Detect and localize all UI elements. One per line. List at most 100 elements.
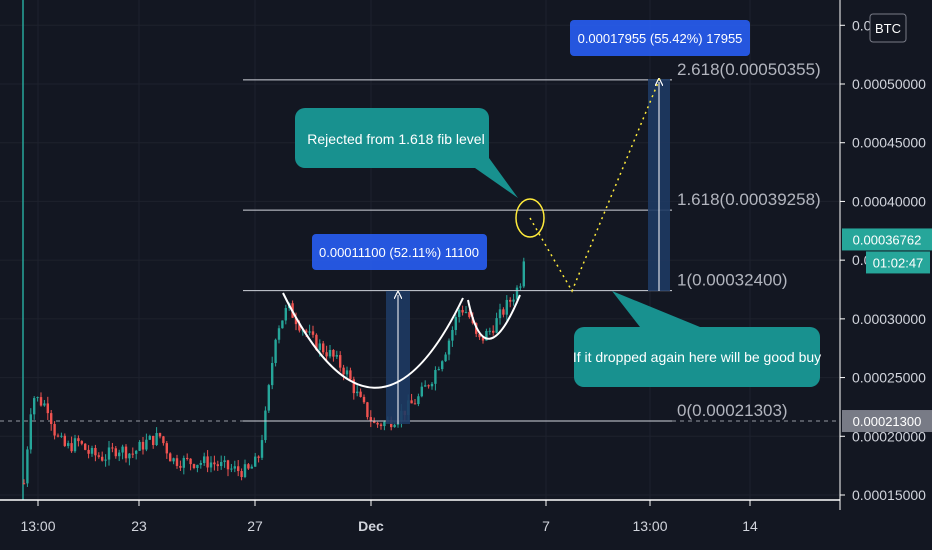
price-tick-label: 0.00015000 — [852, 487, 926, 503]
candle-body — [454, 317, 457, 330]
candle-body — [135, 450, 138, 454]
candle-body — [118, 452, 121, 457]
baseline-price-text: 0.00021300 — [853, 414, 922, 429]
candle-body — [325, 352, 328, 357]
candle-body — [481, 337, 485, 341]
candle-body — [284, 308, 287, 321]
candle-body — [216, 464, 219, 467]
candle-body — [63, 435, 66, 446]
candle-body — [352, 379, 355, 394]
candle-body — [189, 458, 192, 465]
candle-body — [461, 309, 464, 313]
candle-body — [230, 468, 233, 470]
currency-badge[interactable] — [869, 13, 907, 43]
candle-body — [148, 435, 151, 440]
candle-body — [345, 370, 349, 375]
candle-body — [80, 441, 83, 444]
candle-body — [254, 456, 257, 467]
candle-body — [33, 398, 36, 415]
candle-body — [509, 299, 512, 302]
candle-body — [492, 330, 495, 333]
candle-body — [223, 460, 226, 463]
candle-body — [512, 299, 515, 302]
candle-body — [264, 410, 267, 441]
candle-body — [155, 433, 158, 446]
candle-body — [56, 435, 60, 437]
candle-body — [199, 462, 202, 465]
baseline-price-tag — [842, 410, 932, 433]
candle-body — [29, 414, 32, 450]
candle-body — [410, 400, 413, 404]
measure-label-right-text: 0.00017955 (55.42%) 17955 — [578, 31, 743, 46]
fib-level-label: 0(0.00021303) — [677, 401, 788, 420]
candle-body — [203, 456, 206, 463]
candle-body — [515, 287, 519, 300]
candle-body — [335, 355, 338, 357]
candle-body — [226, 460, 230, 470]
candle-body — [274, 339, 277, 364]
current-price-text: 0.00036762 — [853, 232, 922, 247]
callout-buy-zone-text: If it dropped again here will be good bu… — [573, 349, 821, 365]
candle-body — [267, 385, 270, 411]
candle-body — [141, 441, 145, 450]
fib-level-label: 1(0.00032400) — [677, 271, 788, 290]
price-tick-label: 0.00040000 — [852, 193, 926, 209]
candle-body — [36, 397, 39, 399]
fib-level-label: 2.618(0.00050355) — [677, 60, 821, 79]
candle-body — [308, 331, 311, 333]
cup-curve-handle — [467, 294, 521, 340]
candle-body — [70, 443, 73, 452]
candle-body — [175, 458, 179, 466]
fib-levels[interactable]: 2.618(0.00050355) 1.618(0.00039258) 1(0.00… — [243, 60, 821, 422]
candle-body — [478, 333, 481, 338]
price-tick-label: 0.00025000 — [852, 370, 926, 386]
candle-body — [182, 457, 185, 468]
currency-badge-text: BTC — [875, 21, 901, 36]
candle-body — [277, 328, 281, 340]
candle-body — [247, 464, 250, 469]
candle-body — [67, 443, 70, 446]
price-tick-label: 0.00050000 — [852, 76, 926, 92]
candle-body — [101, 456, 104, 461]
candle-body — [158, 433, 162, 437]
candle-body — [39, 397, 43, 406]
callout-rejected-text: Rejected from 1.618 fib level — [307, 131, 484, 147]
candle-body — [519, 286, 522, 288]
candle-body — [237, 466, 240, 472]
candle-body — [328, 349, 332, 357]
candle-body — [383, 421, 386, 427]
time-axis[interactable] — [0, 510, 840, 550]
candle-body — [240, 471, 243, 477]
candle-body — [488, 330, 491, 332]
candle-body — [179, 465, 182, 468]
candle-body — [165, 443, 168, 454]
candle-body — [192, 464, 196, 468]
candle-body — [73, 438, 77, 452]
candle-body — [90, 447, 94, 454]
candle-body — [53, 424, 56, 436]
candle-body — [260, 440, 264, 458]
candle-body — [294, 317, 298, 325]
price-tick-label: 0.00045000 — [852, 135, 926, 151]
candle-body — [77, 438, 80, 442]
candle-body — [413, 403, 417, 405]
candle-body — [206, 456, 209, 468]
candle-body — [22, 483, 26, 485]
time-tick-label: 13:00 — [632, 518, 667, 534]
price-tick-label: 0.0 — [852, 17, 872, 33]
candle-body — [498, 309, 502, 319]
fib-level-label: 1.618(0.00039258) — [677, 190, 821, 209]
candle-body — [124, 446, 128, 459]
candle-body — [424, 385, 427, 387]
candle-body — [434, 369, 437, 384]
candle-body — [376, 422, 379, 425]
candle-body — [196, 464, 199, 468]
candle-body — [26, 449, 29, 484]
candle-body — [420, 386, 423, 397]
candle-body — [359, 391, 362, 397]
candle-body — [186, 457, 189, 459]
price-axis[interactable] — [840, 0, 932, 550]
callout-rejected — [295, 108, 518, 198]
